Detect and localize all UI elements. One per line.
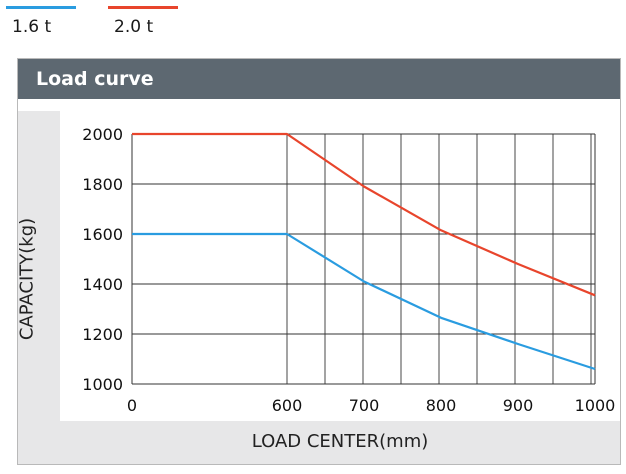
x-axis-label-band: LOAD CENTER(mm): [60, 421, 620, 464]
x-tick-label: 800: [426, 396, 457, 415]
y-tick-label: 1800: [82, 175, 123, 194]
legend-swatch-2-0t: [108, 6, 178, 9]
x-tick-label: 0: [127, 396, 137, 415]
y-tick-label: 2000: [82, 125, 123, 144]
x-tick-label: 600: [272, 396, 303, 415]
series-line-2-0t: [132, 132, 596, 297]
legend-swatch-1-6t: [6, 6, 76, 9]
panel-header: Load curve: [18, 59, 620, 99]
y-tick-label: 1400: [82, 275, 123, 294]
x-tick-label: 900: [503, 396, 534, 415]
legend-label-2-0t: 2.0 t: [114, 17, 154, 37]
series-line-1-6t: [132, 232, 596, 371]
y-tick-label: 1000: [82, 375, 123, 394]
chart-legend: 1.6 t 2.0 t: [0, 0, 626, 48]
chart-title: Load curve: [36, 68, 154, 90]
x-axis-label: LOAD CENTER(mm): [251, 431, 429, 452]
y-tick-label: 1600: [82, 225, 123, 244]
y-tick-label: 1200: [82, 325, 123, 344]
x-tick-label: 1000: [575, 396, 616, 415]
x-tick-label: 700: [349, 396, 380, 415]
legend-label-1-6t: 1.6 t: [12, 17, 52, 37]
